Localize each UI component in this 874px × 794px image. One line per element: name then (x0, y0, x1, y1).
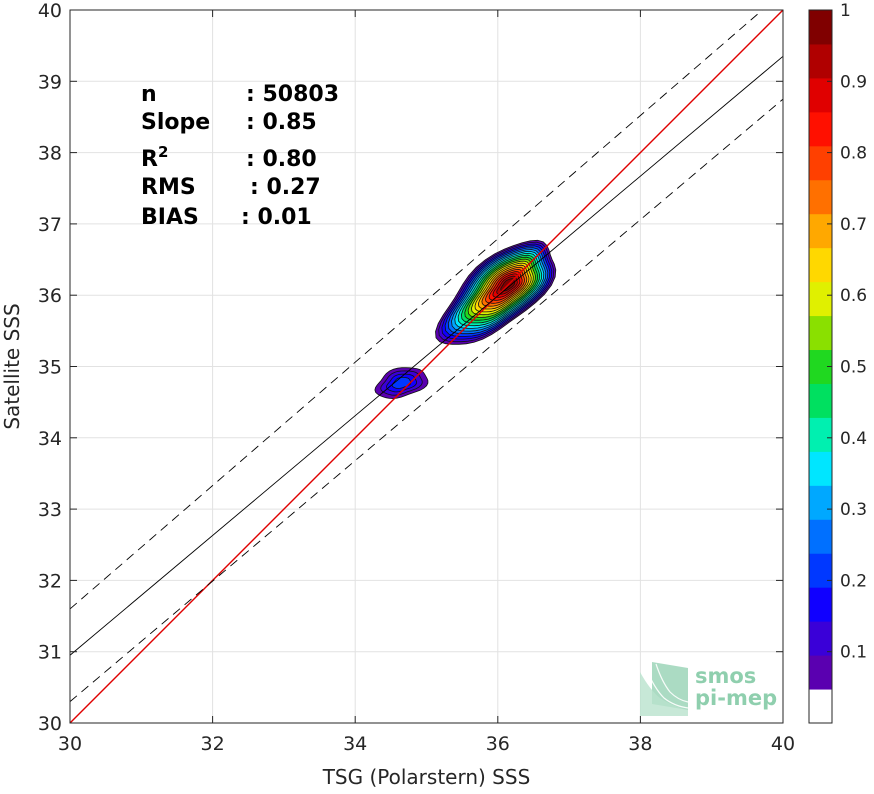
identity-line (70, 10, 783, 723)
y-tick-label: 39 (38, 71, 62, 93)
y-tick-label: 36 (38, 285, 62, 307)
colorbar-segment (809, 349, 832, 384)
colorbar-tick-label: 0.6 (840, 286, 867, 306)
x-tick-label: 32 (201, 733, 225, 755)
stat-label-bias: BIAS (141, 205, 199, 230)
colorbar-ticks: 0.1 0.2 0.3 0.4 0.5 0.6 0.7 0.8 0.9 1 (827, 1, 867, 663)
reference-lines (70, 10, 783, 723)
colorbar (808, 9, 833, 724)
stat-label-slope: Slope (141, 110, 210, 135)
colorbar-segment (809, 213, 832, 249)
stat-value-bias: : 0.01 (241, 205, 312, 230)
colorbar-segment (809, 655, 832, 690)
stat-value-slope: : 0.85 (246, 110, 317, 135)
regression-plus-2rms-line (70, 10, 764, 610)
colorbar-segment (809, 553, 832, 588)
colorbar-segment (809, 111, 832, 147)
y-tick-label: 33 (38, 499, 62, 521)
x-tick-label: 30 (58, 733, 82, 755)
colorbar-tick-label: 0.2 (840, 571, 867, 591)
x-axis-ticks: 30 32 34 36 38 40 (58, 10, 795, 755)
y-tick-label: 35 (38, 357, 62, 379)
colorbar-segment (809, 451, 832, 486)
y-tick-label: 30 (38, 713, 62, 735)
y-tick-label: 34 (38, 428, 62, 450)
stat-value-rms: : 0.27 (250, 175, 321, 200)
stat-label-superscript: 2 (158, 143, 168, 161)
x-tick-label: 38 (628, 733, 652, 755)
colorbar-segment (809, 621, 832, 656)
x-tick-label: 36 (486, 733, 510, 755)
stat-label-n: n (141, 82, 157, 107)
colorbar-segment (809, 689, 832, 724)
y-tick-label: 31 (38, 642, 62, 664)
colorbar-tick-label: 1 (840, 1, 851, 21)
y-tick-label: 32 (38, 570, 62, 592)
regression-line (70, 56, 783, 656)
logo-text-pi-mep: pi-mep (695, 686, 777, 710)
regression-minus-2rms-line (70, 98, 783, 702)
colorbar-segment (809, 43, 832, 79)
colorbar-segment (809, 77, 832, 113)
logo-text-smos: smos (695, 664, 756, 688)
colorbar-segment (809, 10, 832, 45)
x-axis-label: TSG (Polarstern) SSS (322, 765, 531, 789)
x-tick-label: 34 (343, 733, 367, 755)
colorbar-tick-label: 0.3 (840, 500, 867, 520)
stat-value-r: : 0.80 (246, 147, 317, 172)
colorbar-segment (809, 281, 832, 317)
y-axis-ticks: 30 31 32 33 34 35 36 37 38 39 40 (38, 0, 783, 735)
y-tick-label: 40 (38, 0, 62, 22)
colorbar-segment (809, 485, 832, 520)
statistics-panel: n : 50803 Slope : 0.85 R2 : 0.80 RMS : 0.27 BIAS… (141, 82, 339, 230)
y-axis-label: Satellite SSS (0, 303, 24, 429)
x-tick-label: 40 (771, 733, 795, 755)
colorbar-tick-label: 0.9 (840, 72, 867, 92)
colorbar-segment (809, 383, 832, 418)
y-tick-label: 37 (38, 214, 62, 236)
stat-value-n: : 50803 (246, 82, 339, 107)
colorbar-segment (809, 519, 832, 554)
colorbar-tick-label: 0.7 (840, 215, 867, 235)
stat-label-r: R2 (141, 143, 168, 172)
colorbar-segment (809, 145, 832, 181)
colorbar-tick-label: 0.8 (840, 144, 867, 164)
y-tick-label: 38 (38, 143, 62, 165)
colorbar-tick-label: 0.5 (840, 358, 867, 378)
smos-pi-mep-logo: smos pi-mep (640, 662, 777, 716)
logo-wave-icon (640, 662, 689, 716)
colorbar-segment (809, 417, 832, 452)
colorbar-segment (809, 587, 832, 622)
colorbar-tick-label: 0.1 (840, 643, 867, 663)
colorbar-segment (809, 247, 832, 283)
colorbar-tick-label: 0.4 (840, 429, 867, 449)
stat-label-rms: RMS (141, 175, 196, 200)
colorbar-segment (809, 179, 832, 215)
colorbar-segment (809, 315, 832, 351)
